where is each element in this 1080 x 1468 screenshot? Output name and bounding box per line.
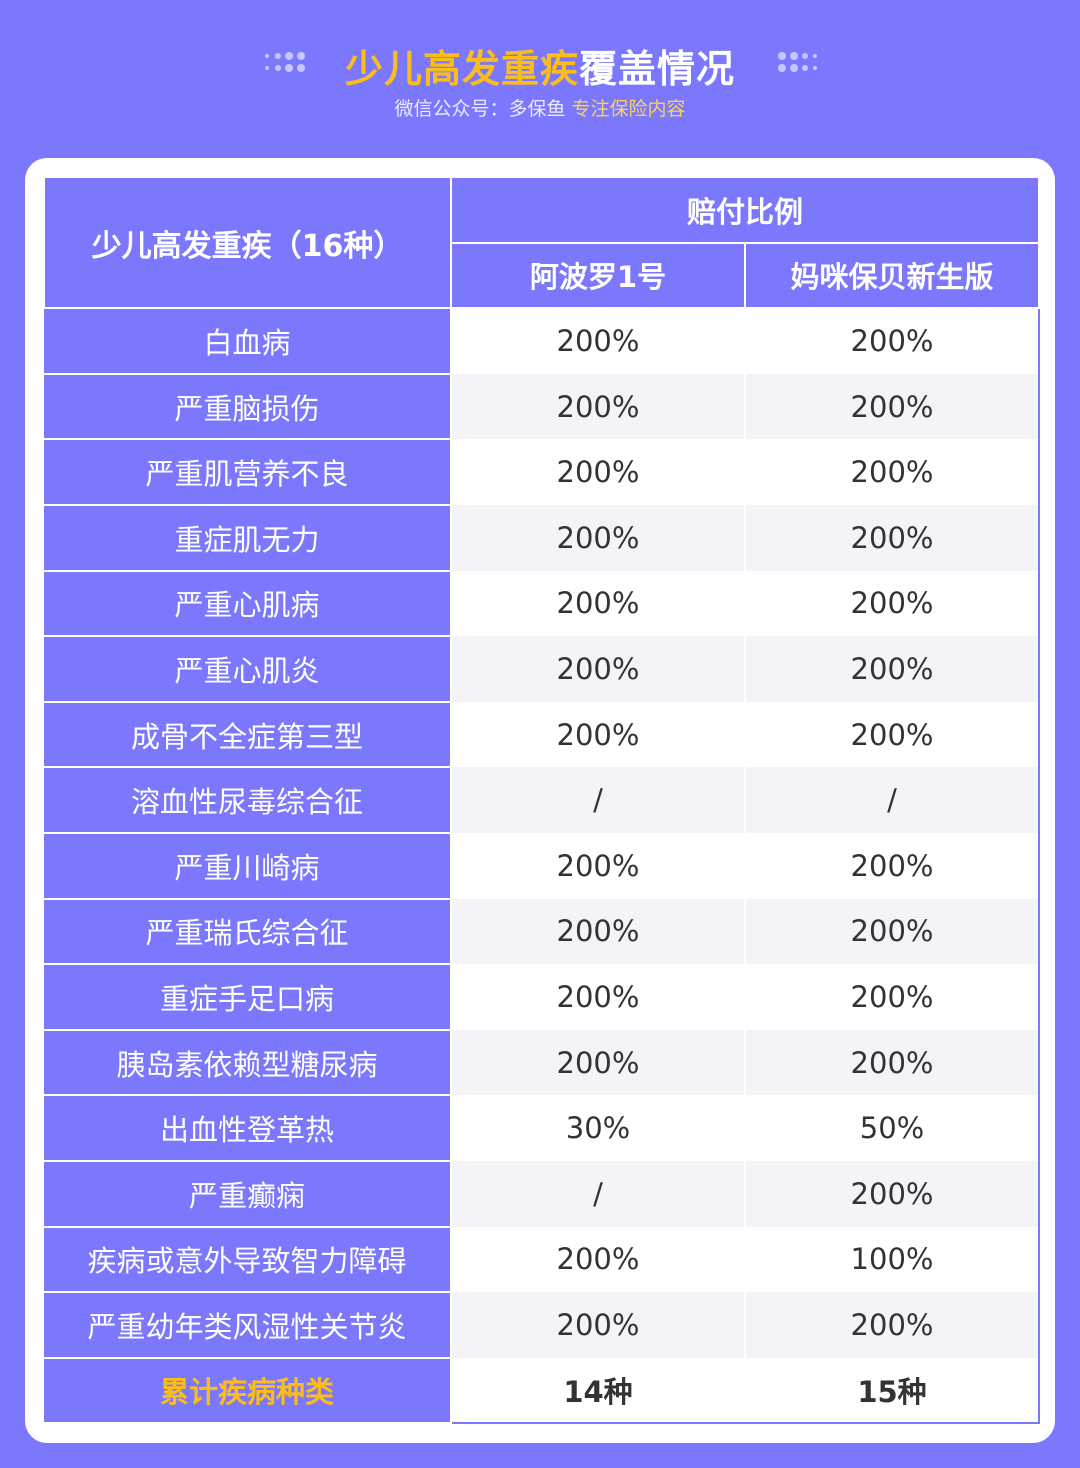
payout-value: 200% (745, 701, 1041, 768)
payout-value: 200% (745, 373, 1041, 440)
payout-value: 50% (745, 1095, 1041, 1161)
payout-value: / (745, 767, 1041, 833)
disease-name: 白血病 (44, 308, 452, 375)
table-row: 重症肌无力 200% 200% (44, 504, 1041, 572)
payout-value: 200% (745, 636, 1041, 702)
payout-value: 200% (745, 898, 1041, 965)
payout-value: 200% (451, 439, 746, 505)
disease-name: 重症肌无力 (44, 504, 452, 572)
table-row: 出血性登革热 30% 50% (44, 1095, 1041, 1162)
disease-name: 累计疾病种类 (44, 1357, 452, 1425)
payout-value: / (451, 767, 746, 833)
table-row: 重症手足口病 200% 200% (44, 964, 1041, 1031)
table-row: 严重幼年类风湿性关节炎 200% 200% (44, 1292, 1041, 1359)
table-row: 严重心肌病 200% 200% (44, 570, 1041, 638)
disease-name: 严重川崎病 (44, 832, 452, 900)
payout-value: 200% (451, 570, 746, 637)
payout-value: 200% (451, 964, 746, 1030)
payout-value: 200% (745, 570, 1041, 637)
disease-name: 严重瑞氏综合征 (44, 898, 452, 966)
payout-value: 200% (451, 504, 746, 571)
product-header: 阿波罗1号 (450, 241, 746, 310)
payout-value: 15种 (745, 1357, 1041, 1425)
payout-value: 200% (745, 504, 1041, 571)
disease-name: 溶血性尿毒综合征 (44, 767, 452, 834)
page-title: 少儿高发重疾覆盖情况 (344, 47, 736, 91)
payout-value: 200% (745, 1029, 1041, 1096)
table-row: 严重心肌炎 200% 200% (44, 636, 1041, 703)
table-row: 疾病或意外导致智力障碍 200% 100% (44, 1226, 1041, 1294)
payout-value: 100% (745, 1226, 1041, 1293)
table-row: 严重脑损伤 200% 200% (44, 373, 1041, 441)
table-row: 严重肌营养不良 200% 200% (44, 439, 1041, 506)
disease-name: 成骨不全症第三型 (44, 701, 452, 769)
payout-value: 200% (451, 832, 746, 899)
payout-value: 200% (451, 701, 746, 768)
disease-name: 严重心肌炎 (44, 636, 452, 703)
decor-dots-left (265, 52, 315, 74)
total-row: 累计疾病种类 14种 15种 (44, 1357, 1041, 1425)
payout-value: 200% (451, 308, 746, 374)
table-row: 严重癫痫/200% (44, 1160, 1041, 1228)
payout-value: 200% (451, 373, 746, 440)
table-row: 溶血性尿毒综合征 / / (44, 767, 1041, 834)
disease-name: 重症手足口病 (44, 964, 452, 1031)
disease-name: 胰岛素依赖型糖尿病 (44, 1029, 452, 1097)
payout-value: 200% (745, 1292, 1041, 1358)
table-row: 成骨不全症第三型 200% 200% (44, 701, 1041, 769)
table-row: 严重川崎病 200% 200% (44, 832, 1041, 900)
payout-value: 200% (451, 898, 746, 965)
disease-name: 出血性登革热 (44, 1095, 452, 1162)
payout-value: 200% (745, 439, 1041, 505)
payout-value: 200% (745, 1160, 1041, 1227)
payout-value: 200% (745, 308, 1041, 374)
disease-name: 严重脑损伤 (44, 373, 452, 441)
disease-column-header: 少儿高发重疾（16种） (43, 175, 452, 310)
payout-value: 200% (451, 1226, 746, 1293)
disease-name: 严重幼年类风湿性关节炎 (44, 1292, 452, 1359)
payout-value: 30% (451, 1095, 746, 1161)
disease-name: 严重心肌病 (44, 570, 452, 638)
payout-value: 200% (451, 636, 746, 702)
table-row: 白血病 200% 200% (44, 308, 1041, 375)
disease-name: 严重癫痫 (44, 1160, 452, 1228)
disease-name: 疾病或意外导致智力障碍 (44, 1226, 452, 1294)
payout-value: 200% (745, 832, 1041, 899)
product-header: 妈咪保贝新生版 (743, 241, 1041, 310)
payout-value: 200% (451, 1029, 746, 1096)
page-subtitle: 微信公众号：多保鱼 专注保险内容 (394, 98, 686, 120)
table-row: 胰岛素依赖型糖尿病 200% 200% (44, 1029, 1041, 1097)
payout-value: 14种 (451, 1357, 746, 1425)
payout-value: 200% (451, 1292, 746, 1358)
payout-value: 200% (745, 964, 1041, 1030)
disease-name: 严重肌营养不良 (44, 439, 452, 506)
table-row: 严重瑞氏综合征 200% 200% (44, 898, 1041, 966)
decor-dots-right (778, 52, 828, 74)
coverage-table: 少儿高发重疾（16种） 赔付比例 阿波罗1号 妈咪保贝新生版 白血病 200% 200%… (43, 175, 1041, 1425)
payout-ratio-header: 赔付比例 (449, 176, 1041, 244)
payout-value: / (451, 1160, 746, 1227)
